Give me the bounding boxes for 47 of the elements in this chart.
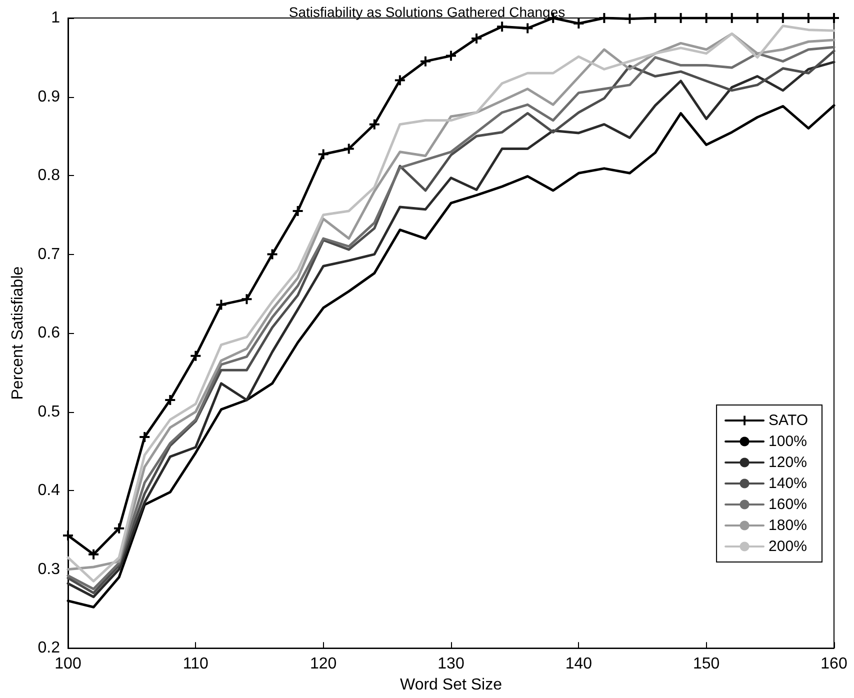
x-axis-title: Word Set Size <box>400 676 502 694</box>
y-tick-label: 0.8 <box>38 167 60 184</box>
chart-title: Satisfiability as Solutions Gathered Changes <box>288 4 566 20</box>
x-tick-label: 120 <box>310 656 337 673</box>
point <box>624 14 635 24</box>
legend-label: 160% <box>768 496 807 513</box>
point <box>242 294 252 304</box>
point <box>114 523 124 534</box>
point <box>318 149 328 160</box>
y-axis-title: Percent Satisfiable <box>10 266 26 400</box>
point <box>165 395 176 405</box>
point <box>446 50 456 61</box>
point <box>267 249 278 260</box>
legend-label: 100% <box>768 433 807 450</box>
y-tick-label: 0.6 <box>38 324 60 342</box>
y-tick-label: 0.4 <box>38 482 60 500</box>
point <box>140 432 150 442</box>
point <box>472 33 482 44</box>
point <box>88 549 99 560</box>
x-tick-label: 110 <box>182 656 209 673</box>
y-tick-label: 0.9 <box>38 88 60 106</box>
y-tick-label: 1 <box>51 10 60 26</box>
y-tick-label: 0.3 <box>38 560 60 578</box>
point <box>574 18 584 29</box>
point <box>292 206 303 216</box>
y-tick-label: 0.5 <box>38 403 60 420</box>
y-tick-label: 0.7 <box>38 246 60 263</box>
y-tick-label: 0.2 <box>38 640 60 657</box>
point <box>497 22 508 32</box>
legend-label: 120% <box>768 454 807 471</box>
point <box>344 144 354 154</box>
x-tick-label: 140 <box>565 656 592 673</box>
x-tick-label: 160 <box>820 656 848 673</box>
point <box>190 350 201 361</box>
point <box>63 530 73 540</box>
x-tick-label: 100 <box>54 656 82 673</box>
point <box>369 119 380 130</box>
point <box>394 75 405 86</box>
legend-label: 140% <box>768 475 807 492</box>
point <box>420 56 430 66</box>
legend-label: SATO <box>768 412 808 429</box>
x-tick-label: 150 <box>692 656 720 673</box>
point <box>216 300 226 310</box>
x-tick-label: 130 <box>438 656 464 673</box>
point <box>522 23 533 34</box>
legend-label: 180% <box>768 517 807 534</box>
legend-label: 200% <box>768 538 807 555</box>
